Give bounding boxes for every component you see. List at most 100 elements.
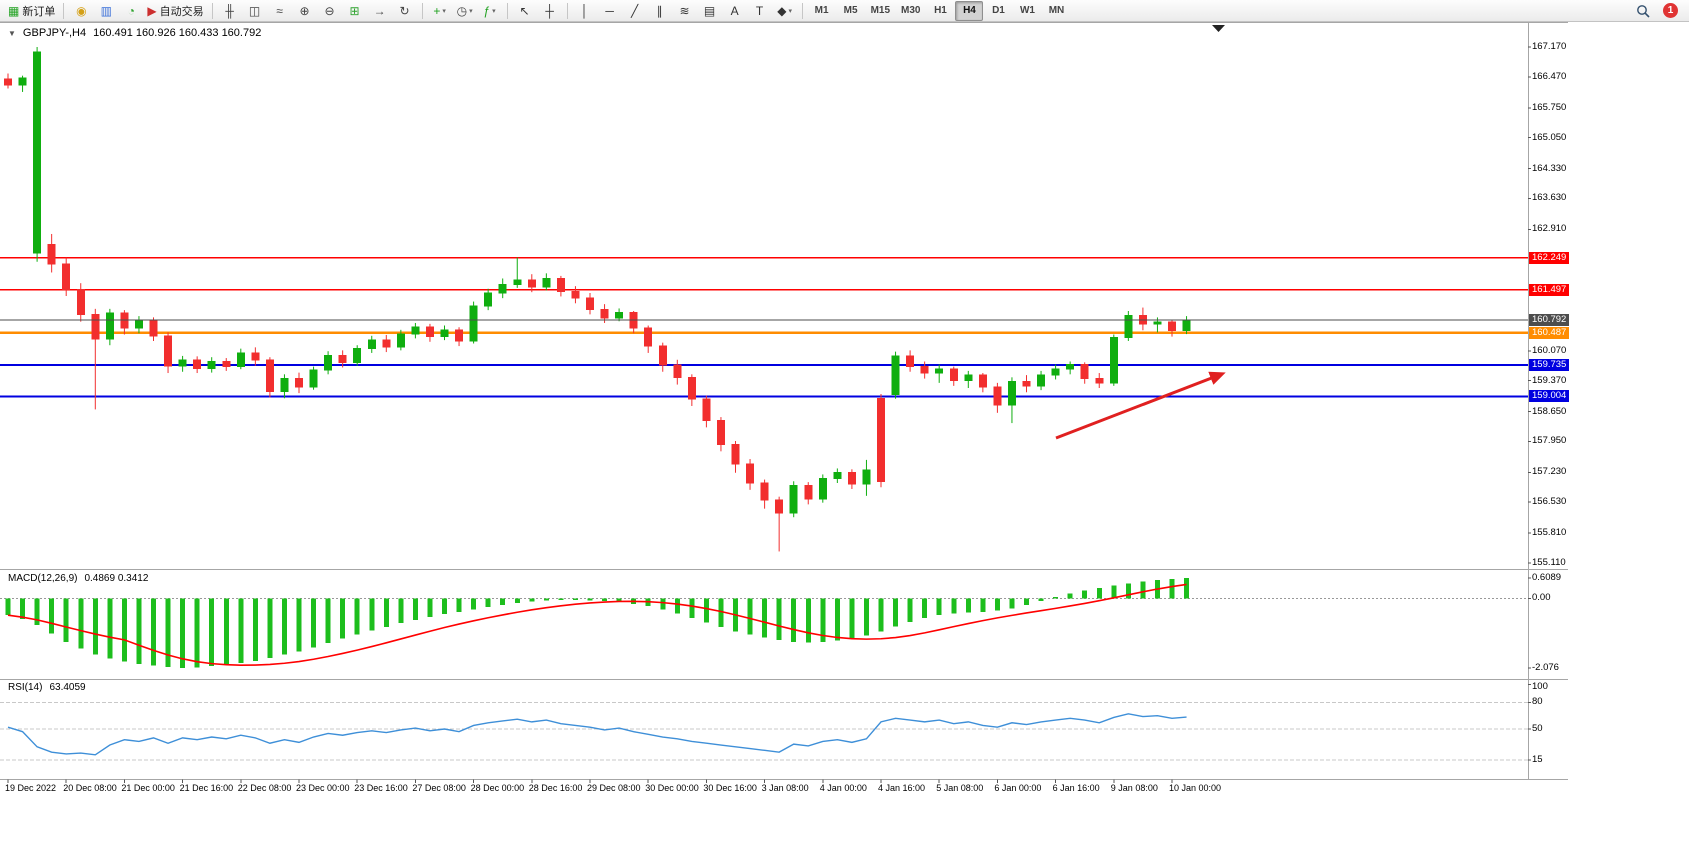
bar-chart-type-icon: ╫ <box>225 3 234 18</box>
price-scale-label: 167.170 <box>1532 41 1567 52</box>
macd-scale-label: 0.6089 <box>1532 572 1562 583</box>
time-axis-label: 5 Jan 08:00 <box>936 783 984 793</box>
time-axis-label: 9 Jan 08:00 <box>1110 783 1158 793</box>
periods-button[interactable]: ◷ ▾ <box>453 1 477 21</box>
line-chart-type-button[interactable]: ≈ <box>268 1 292 21</box>
chevron-down-icon[interactable]: ▾ <box>788 7 792 15</box>
new-order-button[interactable]: ▦ 新订单 <box>5 1 58 21</box>
market-watch-button[interactable]: ◉ <box>69 1 93 21</box>
time-axis-label: 21 Dec 00:00 <box>121 783 175 793</box>
chevron-down-icon[interactable]: ▾ <box>442 7 446 15</box>
macd-scale-label: 0.00 <box>1532 592 1551 604</box>
timeframe-mn-button[interactable]: MN <box>1048 5 1065 16</box>
zoom-in-icon: ⊕ <box>299 3 310 18</box>
zoom-in-button[interactable]: ⊕ <box>293 1 317 21</box>
timeframe-h4-button[interactable]: H4 <box>955 0 984 21</box>
rsi-scale-label: 15 <box>1532 754 1543 766</box>
fibonacci-button[interactable]: ≋ <box>673 1 697 21</box>
toolbar-separator <box>566 2 568 19</box>
macd-signal-line <box>7 583 1187 666</box>
candlestick-plot[interactable] <box>4 47 1191 552</box>
cursor-button[interactable]: ↖ <box>513 1 537 21</box>
line-chart-type-icon: ≈ <box>276 3 283 18</box>
timeframe-m5-button[interactable]: M5 <box>843 5 858 16</box>
text-label-button[interactable]: T <box>748 1 772 21</box>
search-icon <box>1637 4 1650 18</box>
vertical-line-button[interactable]: │ <box>573 1 597 21</box>
rsi-plot[interactable] <box>0 701 1528 761</box>
arrows-button[interactable]: ◆ ▾ <box>773 1 797 21</box>
price-line-tag: 160.792 <box>1529 313 1569 326</box>
new-order-icon: ▦ <box>8 3 20 18</box>
market-watch-icon: ◉ <box>76 3 87 18</box>
price-line-tag: 159.735 <box>1529 359 1569 372</box>
price-scale-label: 159.370 <box>1532 374 1567 386</box>
toolbar-buttons: ▦ 新订单 ◉ ▥ ◔ ▶ 自动交易 ╫ ◫ ≈ ⊕ ⊖ ⊞ → ↻ + ▾ ◷ ▾ ƒ ▾ ↖ ┼ │ ─ ╱ ∥ ≋ ▤ A T ◆ ▾ M1… <box>5 0 1070 21</box>
toolbox-button[interactable]: ◔ <box>119 1 143 21</box>
time-axis-label: 19 Dec 2022 <box>5 783 57 793</box>
new-chart-button[interactable]: + ▾ <box>428 1 452 21</box>
timeframe-d1-button[interactable]: D1 <box>992 5 1005 16</box>
time-axis-label: 4 Jan 16:00 <box>878 783 926 793</box>
chevron-down-icon[interactable]: ▾ <box>492 7 496 15</box>
price-scale-label: 162.910 <box>1532 223 1567 235</box>
time-axis-label: 30 Dec 00:00 <box>645 783 699 793</box>
trendline-button[interactable]: ╱ <box>623 1 647 21</box>
price-scale-label: 164.330 <box>1532 162 1567 174</box>
toolbox-icon: ◔ <box>127 3 135 18</box>
time-axis-label: 10 Jan 00:00 <box>1169 783 1222 793</box>
timeframe-h1-button[interactable]: H1 <box>934 5 947 16</box>
rsi-values: 63.4059 <box>49 682 86 693</box>
notification-badge[interactable]: 1 <box>1663 3 1678 18</box>
one-click-trading-toggle[interactable]: ▼ <box>8 28 16 38</box>
chart-shift-button[interactable]: → <box>368 1 392 21</box>
timeframe-m15-button[interactable]: M15 <box>870 5 891 16</box>
rsi-scale-label: 80 <box>1532 696 1543 708</box>
bar-chart-type-button[interactable]: ╫ <box>218 1 242 21</box>
candlestick-type-button[interactable]: ◫ <box>243 1 267 21</box>
navigator-button[interactable]: ▥ <box>94 1 118 21</box>
autotrade-button[interactable]: ▶ 自动交易 <box>144 1 206 21</box>
timeframe-w1-button[interactable]: W1 <box>1019 5 1035 16</box>
new-chart-icon: + <box>433 3 441 18</box>
macd-scale-label: -2.076 <box>1532 662 1559 673</box>
tile-windows-button[interactable]: ⊞ <box>343 1 367 21</box>
search-button[interactable] <box>1631 1 1655 21</box>
auto-scroll-button[interactable]: ↻ <box>393 1 417 21</box>
toolbar-separator <box>506 2 508 19</box>
indicators-button[interactable]: ƒ ▾ <box>478 1 502 21</box>
arrows-icon: ◆ <box>777 3 787 18</box>
price-scale-label: 158.650 <box>1532 405 1567 417</box>
price-scale-label: 165.750 <box>1532 101 1567 113</box>
indicators-icon: ƒ <box>483 3 491 18</box>
chart-shift-marker[interactable] <box>1212 25 1225 32</box>
toolbar-separator <box>801 2 803 19</box>
chevron-down-icon[interactable]: ▾ <box>469 7 473 15</box>
text-icon: A <box>730 3 739 18</box>
toolbar-separator <box>421 2 423 19</box>
zoom-out-icon: ⊖ <box>324 3 335 18</box>
time-axis-label: 4 Jan 00:00 <box>819 783 867 793</box>
timeframe-m1-button[interactable]: M1 <box>814 5 829 16</box>
trendline-icon: ╱ <box>630 3 639 18</box>
horizontal-line-button[interactable]: ─ <box>598 1 622 21</box>
zoom-out-button[interactable]: ⊖ <box>318 1 342 21</box>
text-button[interactable]: A <box>723 1 747 21</box>
toolbar: ▦ 新订单 ◉ ▥ ◔ ▶ 自动交易 ╫ ◫ ≈ ⊕ ⊖ ⊞ → ↻ + ▾ ◷ ▾ ƒ ▾ ↖ ┼ │ ─ ╱ ∥ ≋ ▤ A T ◆ ▾ M1… <box>0 0 1689 22</box>
shapes-button[interactable]: ▤ <box>698 1 722 21</box>
trend-arrow-annotation[interactable] <box>1055 371 1226 440</box>
crosshair-button[interactable]: ┼ <box>538 1 562 21</box>
text-label-icon: T <box>755 3 764 18</box>
macd-plot[interactable] <box>0 578 1528 668</box>
vertical-line-icon: │ <box>580 3 589 18</box>
time-axis-label: 23 Dec 00:00 <box>296 783 350 793</box>
price-scale-label: 166.470 <box>1532 70 1567 82</box>
time-axis-label: 20 Dec 08:00 <box>63 783 117 793</box>
timeframe-m30-button[interactable]: M30 <box>901 5 921 16</box>
rsi-scale-label: 50 <box>1532 723 1543 734</box>
time-axis-label: 3 Jan 08:00 <box>761 783 809 793</box>
chart-shift-icon: → <box>373 3 386 18</box>
channel-button[interactable]: ∥ <box>648 1 672 21</box>
